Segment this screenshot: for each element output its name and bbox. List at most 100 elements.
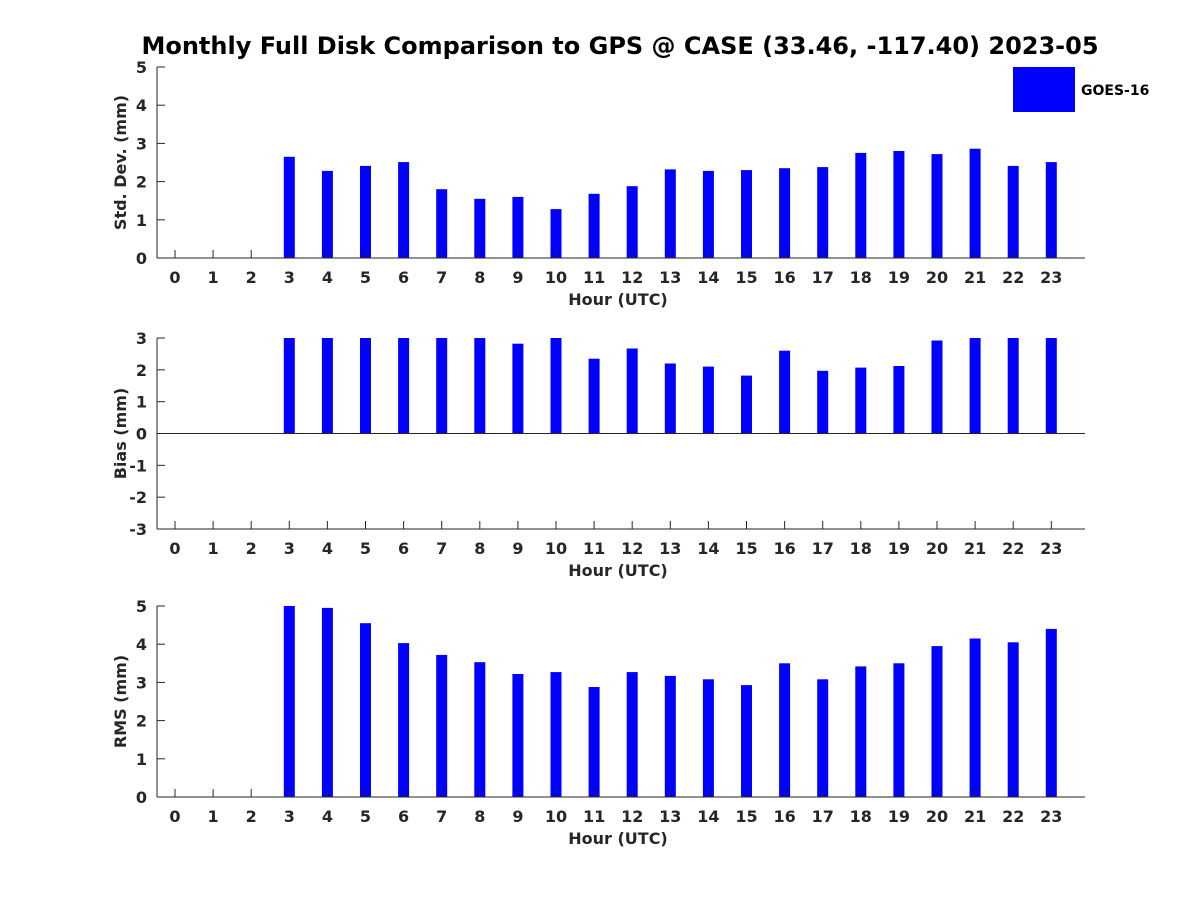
panel-3-bar-hour-20	[931, 646, 943, 797]
panel-3-bar-hour-17	[817, 679, 829, 797]
panel-1-bar-hour-12	[626, 186, 638, 258]
panel-3-bar-hour-6	[398, 643, 410, 797]
panel-1-x-tick-label: 1	[208, 268, 219, 287]
panel-1-y-tick-label: 2	[136, 173, 147, 192]
panel-2-x-tick-label: 12	[621, 539, 643, 558]
legend: GOES-16	[1013, 67, 1149, 112]
panel-1-x-tick-label: 19	[888, 268, 910, 287]
panel-3-y-tick-label: 3	[136, 673, 147, 692]
panel-2-bar-hour-18	[855, 367, 867, 434]
panel-2-x-tick-label: 11	[583, 539, 605, 558]
panel-3-x-tick-label: 9	[512, 807, 523, 826]
panel-2-bar-hour-22	[1007, 338, 1019, 434]
panel-1-bar-hour-17	[817, 167, 829, 258]
panel-2-x-tick-label: 23	[1040, 539, 1062, 558]
panel-2-y-tick-label: -1	[129, 456, 147, 475]
panel-2-x-tick-label: 19	[888, 539, 910, 558]
panel-2-bar-hour-4	[321, 338, 333, 434]
panel-1-y-tick-label: 5	[136, 58, 147, 77]
panel-1-y-tick-label: 0	[136, 249, 147, 268]
panel-2-bar-hour-12	[626, 348, 638, 434]
panel-1-bar-hour-16	[779, 168, 791, 258]
panel-1-x-tick-label: 20	[926, 268, 948, 287]
panel-2-x-tick-label: 20	[926, 539, 948, 558]
panel-1-x-tick-label: 21	[964, 268, 986, 287]
panel-1-x-tick-label: 13	[659, 268, 681, 287]
panel-3-bar-hour-8	[474, 662, 486, 797]
panel-3-x-tick-label: 16	[773, 807, 795, 826]
panel-2-x-tick-label: 10	[545, 539, 567, 558]
panel-2-y-tick-label: 2	[136, 361, 147, 380]
panel-1-bar-hour-5	[360, 165, 371, 258]
panel-3-y-tick-label: 5	[136, 597, 147, 616]
panel-3-bar-hour-4	[321, 607, 333, 797]
panel-2-bar-hour-10	[550, 338, 562, 434]
panel-1-x-tick-label: 6	[398, 268, 409, 287]
panel-1-y-tick-label: 3	[136, 134, 147, 153]
panel-2-x-tick-label: 13	[659, 539, 681, 558]
panel-2-x-tick-label: 22	[1002, 539, 1024, 558]
panel-3-x-tick-label: 6	[398, 807, 409, 826]
panel-3-bar-hour-22	[1007, 642, 1019, 797]
panel-3-bar-hour-19	[893, 663, 905, 797]
panel-3-x-tick-label: 3	[284, 807, 295, 826]
panel-1-x-tick-label: 9	[512, 268, 523, 287]
panel-1-bar-hour-11	[588, 193, 600, 258]
panel-3-x-axis-label: Hour (UTC)	[568, 829, 668, 848]
panel-2-x-tick-label: 1	[208, 539, 219, 558]
panel-2-x-tick-label: 21	[964, 539, 986, 558]
panel-1-bar-hour-3	[283, 156, 295, 258]
panel-2-x-tick-label: 5	[360, 539, 371, 558]
panel-1-x-tick-label: 7	[436, 268, 447, 287]
panel-2-bar-hour-14	[702, 366, 714, 434]
panel-3-y-tick-label: 4	[136, 635, 147, 654]
panel-1-bar-hour-8	[474, 198, 486, 258]
panel-1-x-tick-label: 10	[545, 268, 567, 287]
panel-1-x-tick-label: 8	[474, 268, 485, 287]
panel-1-x-axis-label: Hour (UTC)	[568, 290, 668, 309]
panel-1-x-tick-label: 12	[621, 268, 643, 287]
panel-3-x-tick-label: 10	[545, 807, 567, 826]
panel-2-x-tick-label: 16	[773, 539, 795, 558]
panel-2-bar-hour-9	[512, 343, 524, 434]
panel-1-x-tick-label: 17	[812, 268, 834, 287]
panel-2-bar-hour-7	[436, 338, 448, 434]
panel-2-x-tick-label: 14	[697, 539, 719, 558]
panel-1-x-tick-label: 16	[773, 268, 795, 287]
panel-1-x-tick-label: 14	[697, 268, 719, 287]
panel-3-bar-hour-5	[360, 623, 371, 797]
panel-2-y-tick-label: 0	[136, 425, 147, 444]
panel-2-x-tick-label: 2	[246, 539, 257, 558]
panel-1-bar-hour-20	[931, 154, 943, 258]
panel-3-x-tick-label: 18	[850, 807, 872, 826]
panel-1-x-tick-label: 2	[246, 268, 257, 287]
panel-1-y-tick-label: 1	[136, 211, 147, 230]
panel-1-y-tick-label: 4	[136, 96, 147, 115]
panel-3-y-tick-label: 0	[136, 788, 147, 807]
panel-3-x-tick-label: 4	[322, 807, 333, 826]
panel-2-bar-hour-20	[931, 340, 943, 434]
panel-3-bar-hour-23	[1045, 628, 1057, 797]
panel-3-x-tick-label: 7	[436, 807, 447, 826]
panel-2-x-tick-label: 4	[322, 539, 333, 558]
panel-2-bar-hour-17	[817, 370, 829, 434]
panel-2-bar-hour-5	[360, 338, 371, 434]
panel-3-bar-hour-9	[512, 674, 524, 797]
panel-1-bar-hour-9	[512, 196, 524, 258]
panel-2-y-axis-label: Bias (mm)	[111, 388, 130, 480]
chart-title: Monthly Full Disk Comparison to GPS @ CA…	[141, 32, 1098, 60]
panel-1-bar-hour-7	[436, 189, 448, 258]
panel-1-x-tick-label: 0	[169, 268, 180, 287]
panel-3-x-tick-label: 2	[246, 807, 257, 826]
panel-3-bar-hour-11	[588, 687, 600, 797]
panel-3-x-tick-label: 20	[926, 807, 948, 826]
panel-3-bar-hour-13	[664, 675, 676, 797]
panel-1-x-tick-label: 11	[583, 268, 605, 287]
panel-1-x-tick-label: 23	[1040, 268, 1062, 287]
panel-2-bar-hour-11	[588, 358, 600, 434]
panel-1-bar-hour-10	[550, 209, 562, 258]
panel-1-x-tick-label: 18	[850, 268, 872, 287]
panel-2-x-tick-label: 6	[398, 539, 409, 558]
panel-3-y-tick-label: 2	[136, 712, 147, 731]
